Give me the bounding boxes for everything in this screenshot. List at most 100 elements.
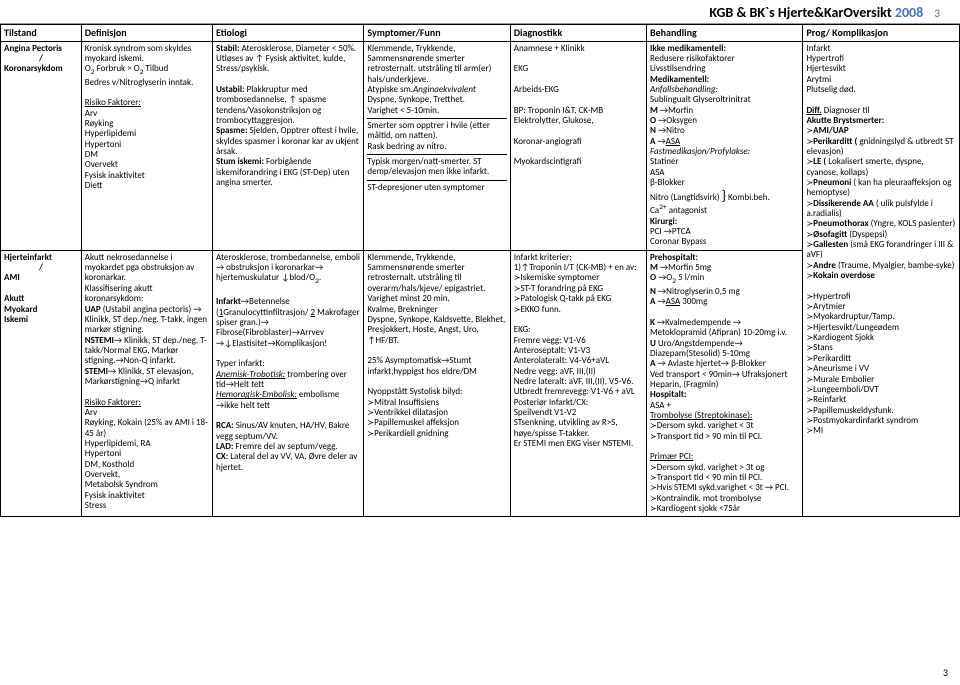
cell-etio-2: Aterosklerose, trombedannelse, emboli ob…	[212, 250, 363, 517]
t: Utløses av Fysisk aktivitet, kulde, Stre…	[216, 54, 360, 75]
arrow-icon	[241, 296, 249, 307]
arrow-icon	[657, 317, 665, 328]
t: 300mg	[680, 296, 707, 307]
t: Elastisitet	[232, 338, 267, 349]
t: antagonist	[667, 205, 707, 216]
t: Myokardscintigrafi	[514, 157, 643, 167]
t: Iskemi	[4, 315, 78, 325]
t: Koronar-angiografi	[514, 137, 643, 147]
t: Typisk morgen/natt-smerter. ST demp/elev…	[367, 154, 506, 178]
t: Anemisk-Trobotisk: trombering over tidHe…	[216, 370, 360, 391]
t: Ca2+ antagonist	[650, 204, 799, 216]
def1-p2: O2 Forbruk > O2 Tilbud	[85, 64, 209, 77]
t: Granulocyttinfiltrasjon/	[223, 307, 310, 318]
t: blod/O	[289, 272, 315, 283]
cell-diag-2: Infarkt kriterier: 1)Troponin I/T (CK-MB…	[510, 250, 646, 517]
t: O	[650, 115, 656, 126]
t: Oksygen	[666, 115, 697, 126]
t: Forbruk > O	[95, 63, 140, 74]
t: M	[650, 262, 658, 273]
t: Perikarditt	[813, 353, 851, 364]
def1-p3: Bedres v/Nitroglyserin inntak.	[85, 78, 209, 88]
t: Kardiogent Sjokk	[813, 332, 874, 343]
t: 2	[315, 277, 319, 286]
t: RCA:	[216, 420, 234, 431]
t: (Ustabil angina pectoris)	[103, 304, 192, 315]
t: Kvalmedempende	[665, 317, 733, 328]
t: 25% AsymptomatiskStumt infarkt,hyppigst …	[367, 356, 506, 377]
t: Hjertesvikt	[806, 64, 956, 74]
bullet-icon	[650, 462, 657, 473]
t: Papillemuskel affeksjon	[374, 417, 459, 428]
arrow-icon	[261, 317, 269, 328]
t: Ved transport < 90min Ufraksjonert Hepar…	[650, 370, 799, 391]
t: Avlaste hjertet	[666, 358, 721, 369]
t: CX: Lateral del av VV, VA, Øvre deler av…	[216, 452, 360, 473]
t: Perikarditt ( gnidningslyd & utbredt ST …	[806, 137, 956, 158]
t: Diagnoser til	[822, 105, 870, 116]
footer-pagenum: 3	[943, 666, 948, 679]
t: Tilbud	[143, 63, 168, 74]
t: K	[650, 317, 655, 328]
t: Sinus/AV knuten, HA/HV, Bakre vegg septu…	[216, 420, 349, 441]
t: Ustabil: Plakkruptur med trombosedannels…	[216, 85, 360, 126]
t: MI	[813, 425, 823, 436]
t: EKG:	[514, 325, 643, 335]
up-icon	[521, 262, 529, 273]
t: Er STEMI men EKG viser NSTEMI.	[514, 439, 643, 449]
t: Pneumoni ( kan ha pleuraaffeksjon og hem…	[806, 178, 956, 199]
header-pagenum: 3	[934, 7, 940, 20]
tilstand1-l3: Koronarsykdom	[4, 64, 78, 74]
t: STEMI Klinikk, ST elevasjon, Markørstign…	[85, 367, 209, 388]
arrow-icon	[114, 335, 122, 346]
t: Kardiogent sjokk <75år	[657, 503, 740, 514]
arrow-icon	[721, 358, 729, 369]
t: Anginaekvivalent	[413, 84, 476, 95]
arrow-icon	[735, 338, 743, 349]
t: Fibrose(Fibroblaster)	[216, 327, 292, 338]
cell-tilstand-2: Hjerteinfarkt / AMI Akutt Myokard Iskemi	[1, 250, 82, 517]
th-definisjon: Definisjon	[81, 25, 212, 42]
t: A	[650, 358, 655, 369]
arrow-icon	[733, 317, 741, 328]
cell-sym-2: Klemmende, Trykkende, Sammensnørende sme…	[364, 250, 510, 517]
t: Anterolateralt: V4-V6+aVL	[514, 356, 643, 366]
t: (Yngre, KOLS pasienter)	[869, 218, 956, 229]
t: O O2 5 l/min	[650, 273, 799, 286]
up-icon	[289, 94, 297, 105]
t: O	[650, 272, 656, 283]
t: ElastisitetKomplikasjon!	[216, 339, 360, 349]
t: M Morfin 5mg	[650, 263, 799, 273]
up-icon	[255, 53, 263, 64]
t: Klassifisering akutt koronarsykdom:	[85, 284, 209, 305]
arrow-icon	[315, 262, 323, 273]
t: N	[650, 125, 656, 136]
cell-prog-merged: Infarkt Hypertrofi Hjertesvikt Arytmi Pl…	[803, 41, 960, 517]
t: K Kvalmedempende Metoklopramid (Afipran)…	[650, 318, 799, 339]
t: Dersom sykd. varighet < 3t	[657, 420, 754, 431]
t: (Traume, Myalgier, bambe-syke)	[836, 260, 955, 271]
t: Hypertoni	[85, 140, 209, 150]
t: AMI	[4, 273, 78, 283]
t: Plutselig død.	[806, 85, 956, 95]
arrow-icon	[658, 358, 666, 369]
t: Elektrolytter, Glukose,	[514, 116, 643, 126]
t: ST-T forandring på EKG	[520, 283, 603, 294]
t: Troponin I/T (CK-MB) + en av:	[529, 262, 636, 273]
t: MI	[806, 426, 956, 436]
t: PCI	[650, 226, 664, 237]
header-title: KGB & BK`s Hjerte&KarOversikt	[709, 4, 891, 21]
t: β-Blokker	[729, 358, 766, 369]
t: Morfin	[668, 105, 693, 116]
t: Stum iskemi: Forbigående iskemiforandrin…	[216, 157, 360, 188]
t: Akutt nekrosedannelse i myokardet pga ob…	[85, 253, 209, 284]
cell-sym-1: Klemmende, Trykkende, Sammensnørende sme…	[364, 41, 510, 250]
t: embolisme	[299, 389, 339, 400]
t: Stum iskemi:	[216, 156, 264, 167]
t: Aterosklerose, trombedannelse, emboli ob…	[216, 253, 360, 287]
t: Andre	[813, 260, 836, 271]
cell-etio-1: Stabil: Aterosklerose, Diameter < 50%. U…	[212, 41, 363, 250]
th-prog: Prog/ Komplikasjon	[803, 25, 960, 42]
t: A ASA 300mg	[650, 297, 799, 307]
t: Diff.	[806, 105, 821, 116]
